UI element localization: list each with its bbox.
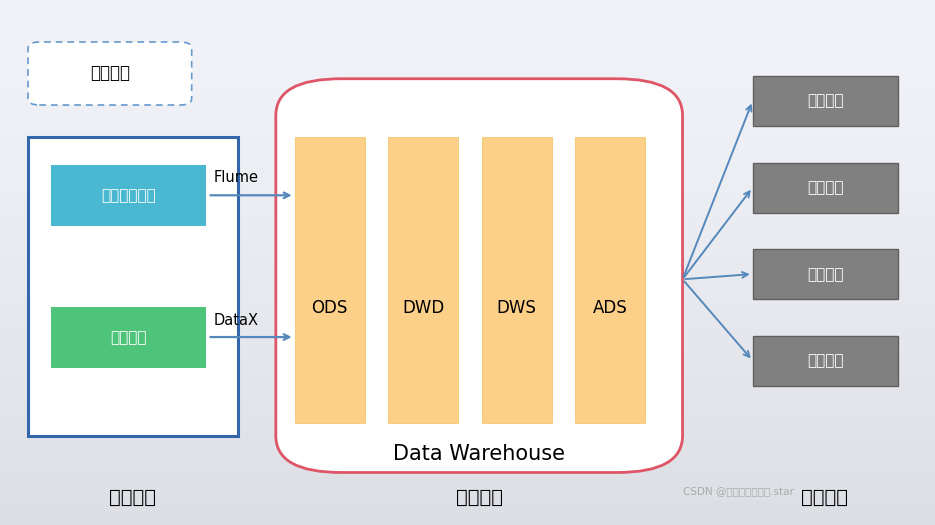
Text: 报表系统: 报表系统 — [807, 93, 843, 109]
Text: 机器学习: 机器学习 — [807, 353, 843, 369]
Bar — [482, 136, 552, 423]
Text: 数据分析: 数据分析 — [455, 488, 503, 507]
FancyBboxPatch shape — [276, 79, 683, 472]
Bar — [28, 136, 238, 436]
FancyBboxPatch shape — [28, 42, 192, 105]
Text: 用户行为数据: 用户行为数据 — [101, 188, 156, 203]
Text: ODS: ODS — [311, 299, 348, 317]
Text: 推荐系统: 推荐系统 — [807, 267, 843, 282]
Text: DWD: DWD — [402, 299, 444, 317]
Bar — [51, 307, 206, 368]
Text: 爬虫数据: 爬虫数据 — [90, 65, 130, 82]
Text: Flume: Flume — [213, 170, 258, 185]
Text: CSDN @星光下的迟路人.star: CSDN @星光下的迟路人.star — [683, 486, 794, 496]
Bar — [388, 136, 458, 423]
Text: 用户画像: 用户画像 — [807, 180, 843, 195]
Bar — [575, 136, 645, 423]
Bar — [753, 163, 898, 213]
Bar — [753, 336, 898, 386]
Bar — [753, 76, 898, 126]
Text: 业务数据: 业务数据 — [110, 330, 147, 345]
Text: DataX: DataX — [213, 312, 258, 328]
Bar — [753, 249, 898, 299]
Bar — [295, 136, 365, 423]
Text: Data Warehouse: Data Warehouse — [394, 444, 565, 464]
Text: 数据输出: 数据输出 — [801, 488, 848, 507]
Text: 数据输入: 数据输入 — [109, 488, 156, 507]
Bar — [51, 165, 206, 226]
Text: ADS: ADS — [593, 299, 627, 317]
Text: DWS: DWS — [496, 299, 537, 317]
